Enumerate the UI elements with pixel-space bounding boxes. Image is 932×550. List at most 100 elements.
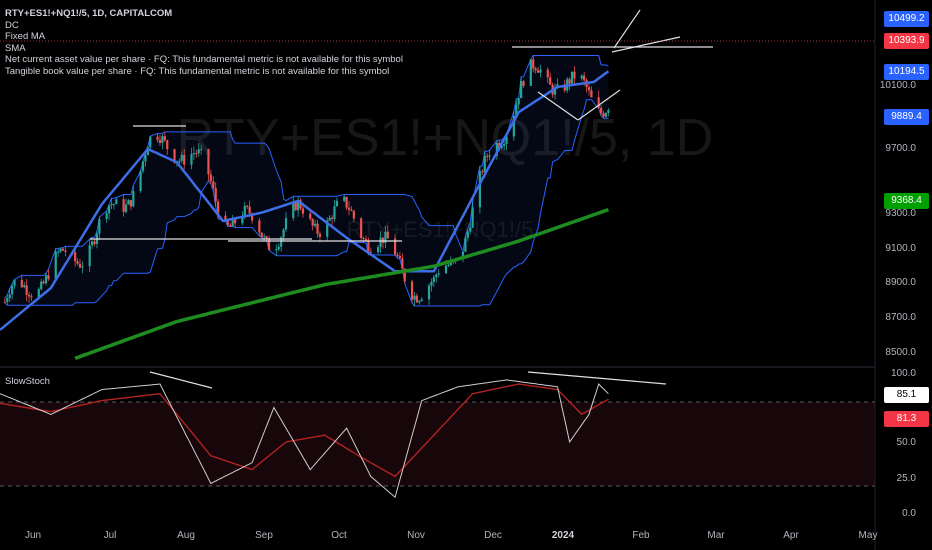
sma-line: [74, 207, 610, 361]
candle-body: [127, 200, 130, 205]
wedge-lower-right[interactable]: [577, 89, 621, 121]
candle-body: [59, 248, 62, 252]
candle-body: [318, 233, 322, 237]
candle-body: [335, 200, 339, 207]
candle-body: [25, 285, 28, 295]
candle-body: [570, 71, 574, 84]
candle-body: [330, 217, 334, 220]
candle-body: [231, 218, 234, 227]
drawings[interactable]: [90, 9, 713, 389]
candle-body: [328, 217, 331, 221]
time-tick: Mar: [707, 530, 725, 541]
candle-body: [299, 200, 302, 209]
candle-body: [207, 149, 210, 175]
candle-body: [209, 174, 212, 182]
stoch-d-line: [0, 383, 609, 478]
fixed-ma-line: [0, 70, 610, 331]
legend-line-dc[interactable]: DC: [5, 19, 19, 31]
candle-body: [248, 206, 251, 214]
wedge-lower-left[interactable]: [537, 91, 579, 121]
candle-body: [74, 252, 77, 262]
candle-body: [30, 296, 33, 298]
candle-body: [587, 87, 591, 91]
candle-body: [333, 206, 336, 220]
time-tick: Apr: [783, 530, 799, 541]
candle-body: [447, 264, 450, 266]
candle-body: [183, 154, 186, 165]
candle-body: [386, 231, 389, 239]
candle-body: [13, 279, 16, 286]
candle-body: [488, 155, 491, 157]
candle-body: [42, 281, 45, 284]
candle-body: [282, 229, 285, 238]
candle-body: [166, 140, 169, 150]
candle-body: [500, 145, 503, 149]
candle-body: [483, 155, 486, 173]
candle-body: [78, 263, 82, 268]
candle-body: [517, 98, 520, 105]
stoch-divergence-2[interactable]: [527, 371, 667, 385]
candle-body: [112, 204, 116, 206]
candle-body: [301, 208, 305, 214]
candle-body: [512, 115, 515, 137]
stoch-k-line: [0, 379, 609, 499]
candle-body: [6, 298, 9, 302]
candle-body: [246, 205, 249, 207]
candle-body: [420, 299, 423, 301]
candle-body: [132, 191, 135, 207]
candle-body: [362, 238, 365, 240]
time-tick: Jun: [24, 530, 42, 541]
oscillator-title[interactable]: SlowStoch: [5, 376, 50, 387]
candle-body: [403, 268, 406, 282]
time-tick: May: [858, 530, 878, 541]
candle-body: [352, 210, 355, 219]
candle-body: [250, 213, 254, 221]
breakout-line[interactable]: [613, 9, 641, 49]
stoch-tag-k: 85.1: [884, 387, 929, 403]
watermark-main: RTY+ES1!+NQ1!/5, 1D: [177, 109, 714, 167]
candle-body: [88, 245, 91, 267]
candle-body: [345, 196, 348, 208]
stoch-band: [0, 402, 875, 486]
wedge-upper[interactable]: [611, 36, 681, 53]
candle-body: [124, 204, 128, 212]
legend-line-fixed-ma[interactable]: Fixed MA: [5, 31, 46, 43]
candle-body: [413, 295, 416, 300]
candle-body: [435, 274, 438, 278]
candle-body: [478, 171, 482, 208]
legend-line-ncav[interactable]: Net current asset value per share · FQ: …: [5, 54, 403, 66]
candle-body: [27, 294, 31, 297]
candle-body: [98, 218, 101, 234]
candle-body: [600, 107, 603, 114]
candle-body: [384, 231, 387, 244]
stoch-tick: 50.0: [896, 437, 916, 448]
candle-body: [529, 59, 532, 86]
time-tick: Sep: [255, 530, 273, 541]
price-tick: 9700.0: [885, 143, 916, 154]
legend-symbol[interactable]: RTY+ES1!+NQ1!/5, 1D, CAPITALCOM: [5, 8, 173, 19]
channel-lower: [4, 99, 609, 307]
candle-body: [597, 97, 600, 108]
candle-body: [20, 279, 23, 288]
legend-line-tbv[interactable]: Tangible book value per share · FQ: This…: [5, 65, 390, 77]
candle-body: [381, 237, 385, 244]
candle-body: [224, 215, 227, 221]
legend-line-sma[interactable]: SMA: [5, 42, 26, 54]
candle-body: [316, 223, 319, 234]
candle-body: [141, 161, 145, 172]
chart-legend[interactable]: RTY+ES1!+NQ1!/5, 1D, CAPITALCOM DC Fixed…: [5, 8, 403, 78]
candle-body: [464, 237, 467, 252]
candle-body: [369, 251, 372, 253]
candle-body: [444, 265, 448, 274]
candle-body: [144, 155, 147, 162]
candle-body: [263, 236, 266, 238]
stoch-divergence-1[interactable]: [149, 371, 213, 389]
candle-body: [91, 241, 94, 246]
candle-body: [515, 104, 518, 116]
candle-body: [437, 273, 440, 275]
candle-body: [195, 153, 198, 155]
candle-body: [149, 136, 152, 148]
candle-body: [401, 258, 404, 269]
time-tick: Aug: [177, 530, 195, 541]
